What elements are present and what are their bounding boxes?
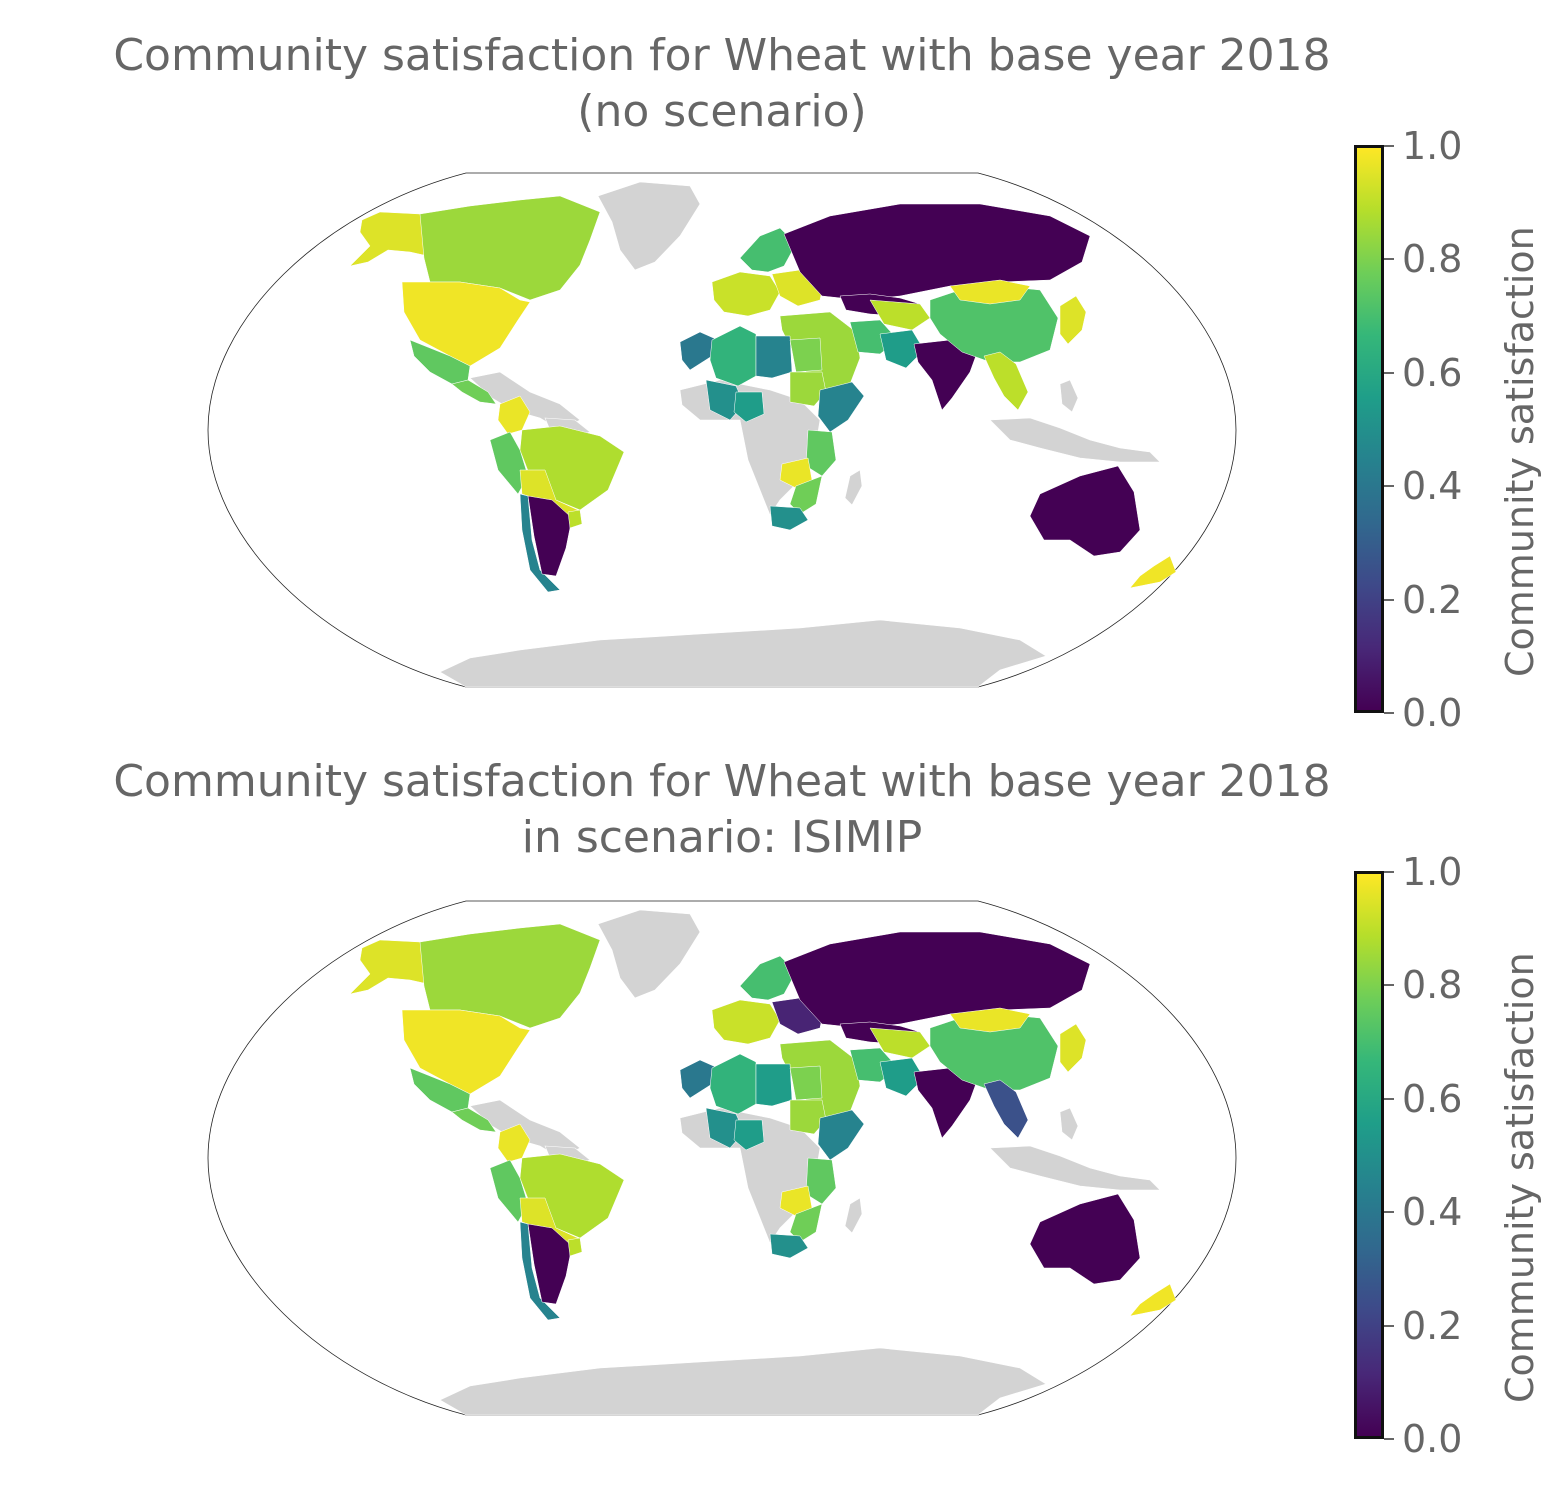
colorbar-tick-label: 0.2 — [1402, 1304, 1463, 1348]
land-no-data-madagascar — [844, 1197, 863, 1234]
colorbar-tick — [1384, 1325, 1394, 1327]
colorbar-tick-label: 0.6 — [1402, 351, 1463, 395]
map-panel-2: Community satisfaction for Wheat with ba… — [0, 728, 1554, 1456]
colorbar-tick-label: 0.0 — [1402, 1417, 1463, 1461]
country-region-central-america — [451, 379, 497, 405]
colorbar-tick — [1384, 984, 1394, 986]
country-region-russia — [783, 203, 1091, 301]
colorbar-tick — [1384, 1438, 1394, 1440]
country-region-scandinavia — [739, 955, 797, 1001]
country-region-pakistan — [879, 1057, 925, 1097]
colorbar-tick-label: 0.4 — [1402, 1190, 1463, 1234]
country-region-southern-africa — [769, 505, 809, 531]
country-region-southern-africa — [769, 1233, 809, 1259]
colorbar-tick — [1384, 372, 1394, 374]
country-region-western-europe — [711, 999, 781, 1045]
world-map — [207, 900, 1237, 1416]
country-region-pakistan — [879, 329, 925, 369]
map-title: Community satisfaction for Wheat with ba… — [0, 754, 1444, 866]
country-region-japan — [1059, 1023, 1087, 1073]
title-line-2: in scenario: ISIMIP — [521, 812, 923, 863]
map-panel-1: Community satisfaction for Wheat with ba… — [0, 0, 1554, 728]
land-no-data-indonesia — [989, 1145, 1161, 1191]
colorbar-tick — [1384, 258, 1394, 260]
country-region-mozambique-malawi — [789, 475, 823, 515]
colorbar-tick-label: 0.0 — [1402, 691, 1463, 735]
land-no-data-indonesia — [989, 417, 1161, 463]
country-region-egypt — [789, 1065, 823, 1101]
country-region-argentina — [527, 1223, 573, 1305]
country-region-central-asia — [869, 1027, 931, 1059]
colorbar-tick-label: 0.8 — [1402, 237, 1463, 281]
colorbar — [1354, 871, 1384, 1439]
colorbar-tick-label: 0.6 — [1402, 1077, 1463, 1121]
colorbar-tick-label: 1.0 — [1402, 124, 1463, 168]
country-region-new-zealand — [1129, 555, 1177, 589]
country-region-usa — [401, 1009, 531, 1095]
map-title: Community satisfaction for Wheat with ba… — [0, 28, 1444, 140]
land-no-data-greenland — [597, 181, 701, 271]
world-map — [207, 172, 1237, 688]
country-region-uruguay — [567, 509, 583, 529]
colorbar-tick-label: 1.0 — [1402, 850, 1463, 894]
country-region-nigeria — [733, 391, 765, 423]
country-region-japan — [1059, 295, 1087, 345]
country-region-algeria — [709, 325, 757, 387]
title-line-1: Community satisfaction for Wheat with ba… — [113, 30, 1331, 81]
country-region-usa — [401, 281, 531, 367]
country-region-mongolia — [949, 1007, 1031, 1033]
country-region-australia — [1029, 465, 1141, 557]
country-region-algeria — [709, 1053, 757, 1115]
country-region-argentina — [527, 495, 573, 577]
land-no-data-madagascar — [844, 469, 863, 506]
country-region-southeast-asia — [983, 351, 1029, 411]
country-region-scandinavia — [739, 227, 797, 273]
colorbar-tick — [1384, 145, 1394, 147]
land-no-data-antarctica — [439, 619, 1047, 688]
title-line-2: (no scenario) — [577, 86, 867, 137]
country-region-mozambique-malawi — [789, 1203, 823, 1243]
country-region-southeast-asia — [983, 1079, 1029, 1139]
colorbar-tick — [1384, 485, 1394, 487]
colorbar-tick — [1384, 1211, 1394, 1213]
country-region-central-america — [451, 1107, 497, 1133]
colorbar-tick-label: 0.8 — [1402, 963, 1463, 1007]
country-region-libya — [755, 1063, 793, 1107]
colorbar-tick — [1384, 712, 1394, 714]
country-region-uruguay — [567, 1237, 583, 1257]
country-region-central-asia — [869, 299, 931, 331]
colorbar-label: Community satisfaction — [1498, 226, 1542, 677]
colorbar-tick — [1384, 599, 1394, 601]
colorbar-label: Community satisfaction — [1498, 952, 1542, 1403]
land-no-data-philippines — [1059, 379, 1079, 413]
country-region-mongolia — [949, 279, 1031, 305]
land-no-data-antarctica — [439, 1347, 1047, 1416]
country-region-new-zealand — [1129, 1283, 1177, 1317]
colorbar-tick-label: 0.2 — [1402, 578, 1463, 622]
country-region-alaska — [349, 939, 433, 995]
title-line-1: Community satisfaction for Wheat with ba… — [113, 756, 1331, 807]
colorbar-tick — [1384, 1098, 1394, 1100]
land-no-data-greenland — [597, 909, 701, 999]
colorbar — [1354, 145, 1384, 713]
country-region-libya — [755, 335, 793, 379]
country-region-ethiopia-somalia — [817, 381, 865, 433]
country-region-chile — [519, 493, 561, 593]
country-region-russia — [783, 931, 1091, 1029]
country-region-ethiopia-somalia — [817, 1109, 865, 1161]
land-no-data-philippines — [1059, 1107, 1079, 1141]
country-region-egypt — [789, 337, 823, 373]
country-region-chile — [519, 1221, 561, 1321]
country-region-nigeria — [733, 1119, 765, 1151]
country-region-alaska — [349, 211, 433, 267]
country-region-australia — [1029, 1193, 1141, 1285]
colorbar-tick-label: 0.4 — [1402, 464, 1463, 508]
country-region-western-europe — [711, 271, 781, 317]
colorbar-tick — [1384, 871, 1394, 873]
